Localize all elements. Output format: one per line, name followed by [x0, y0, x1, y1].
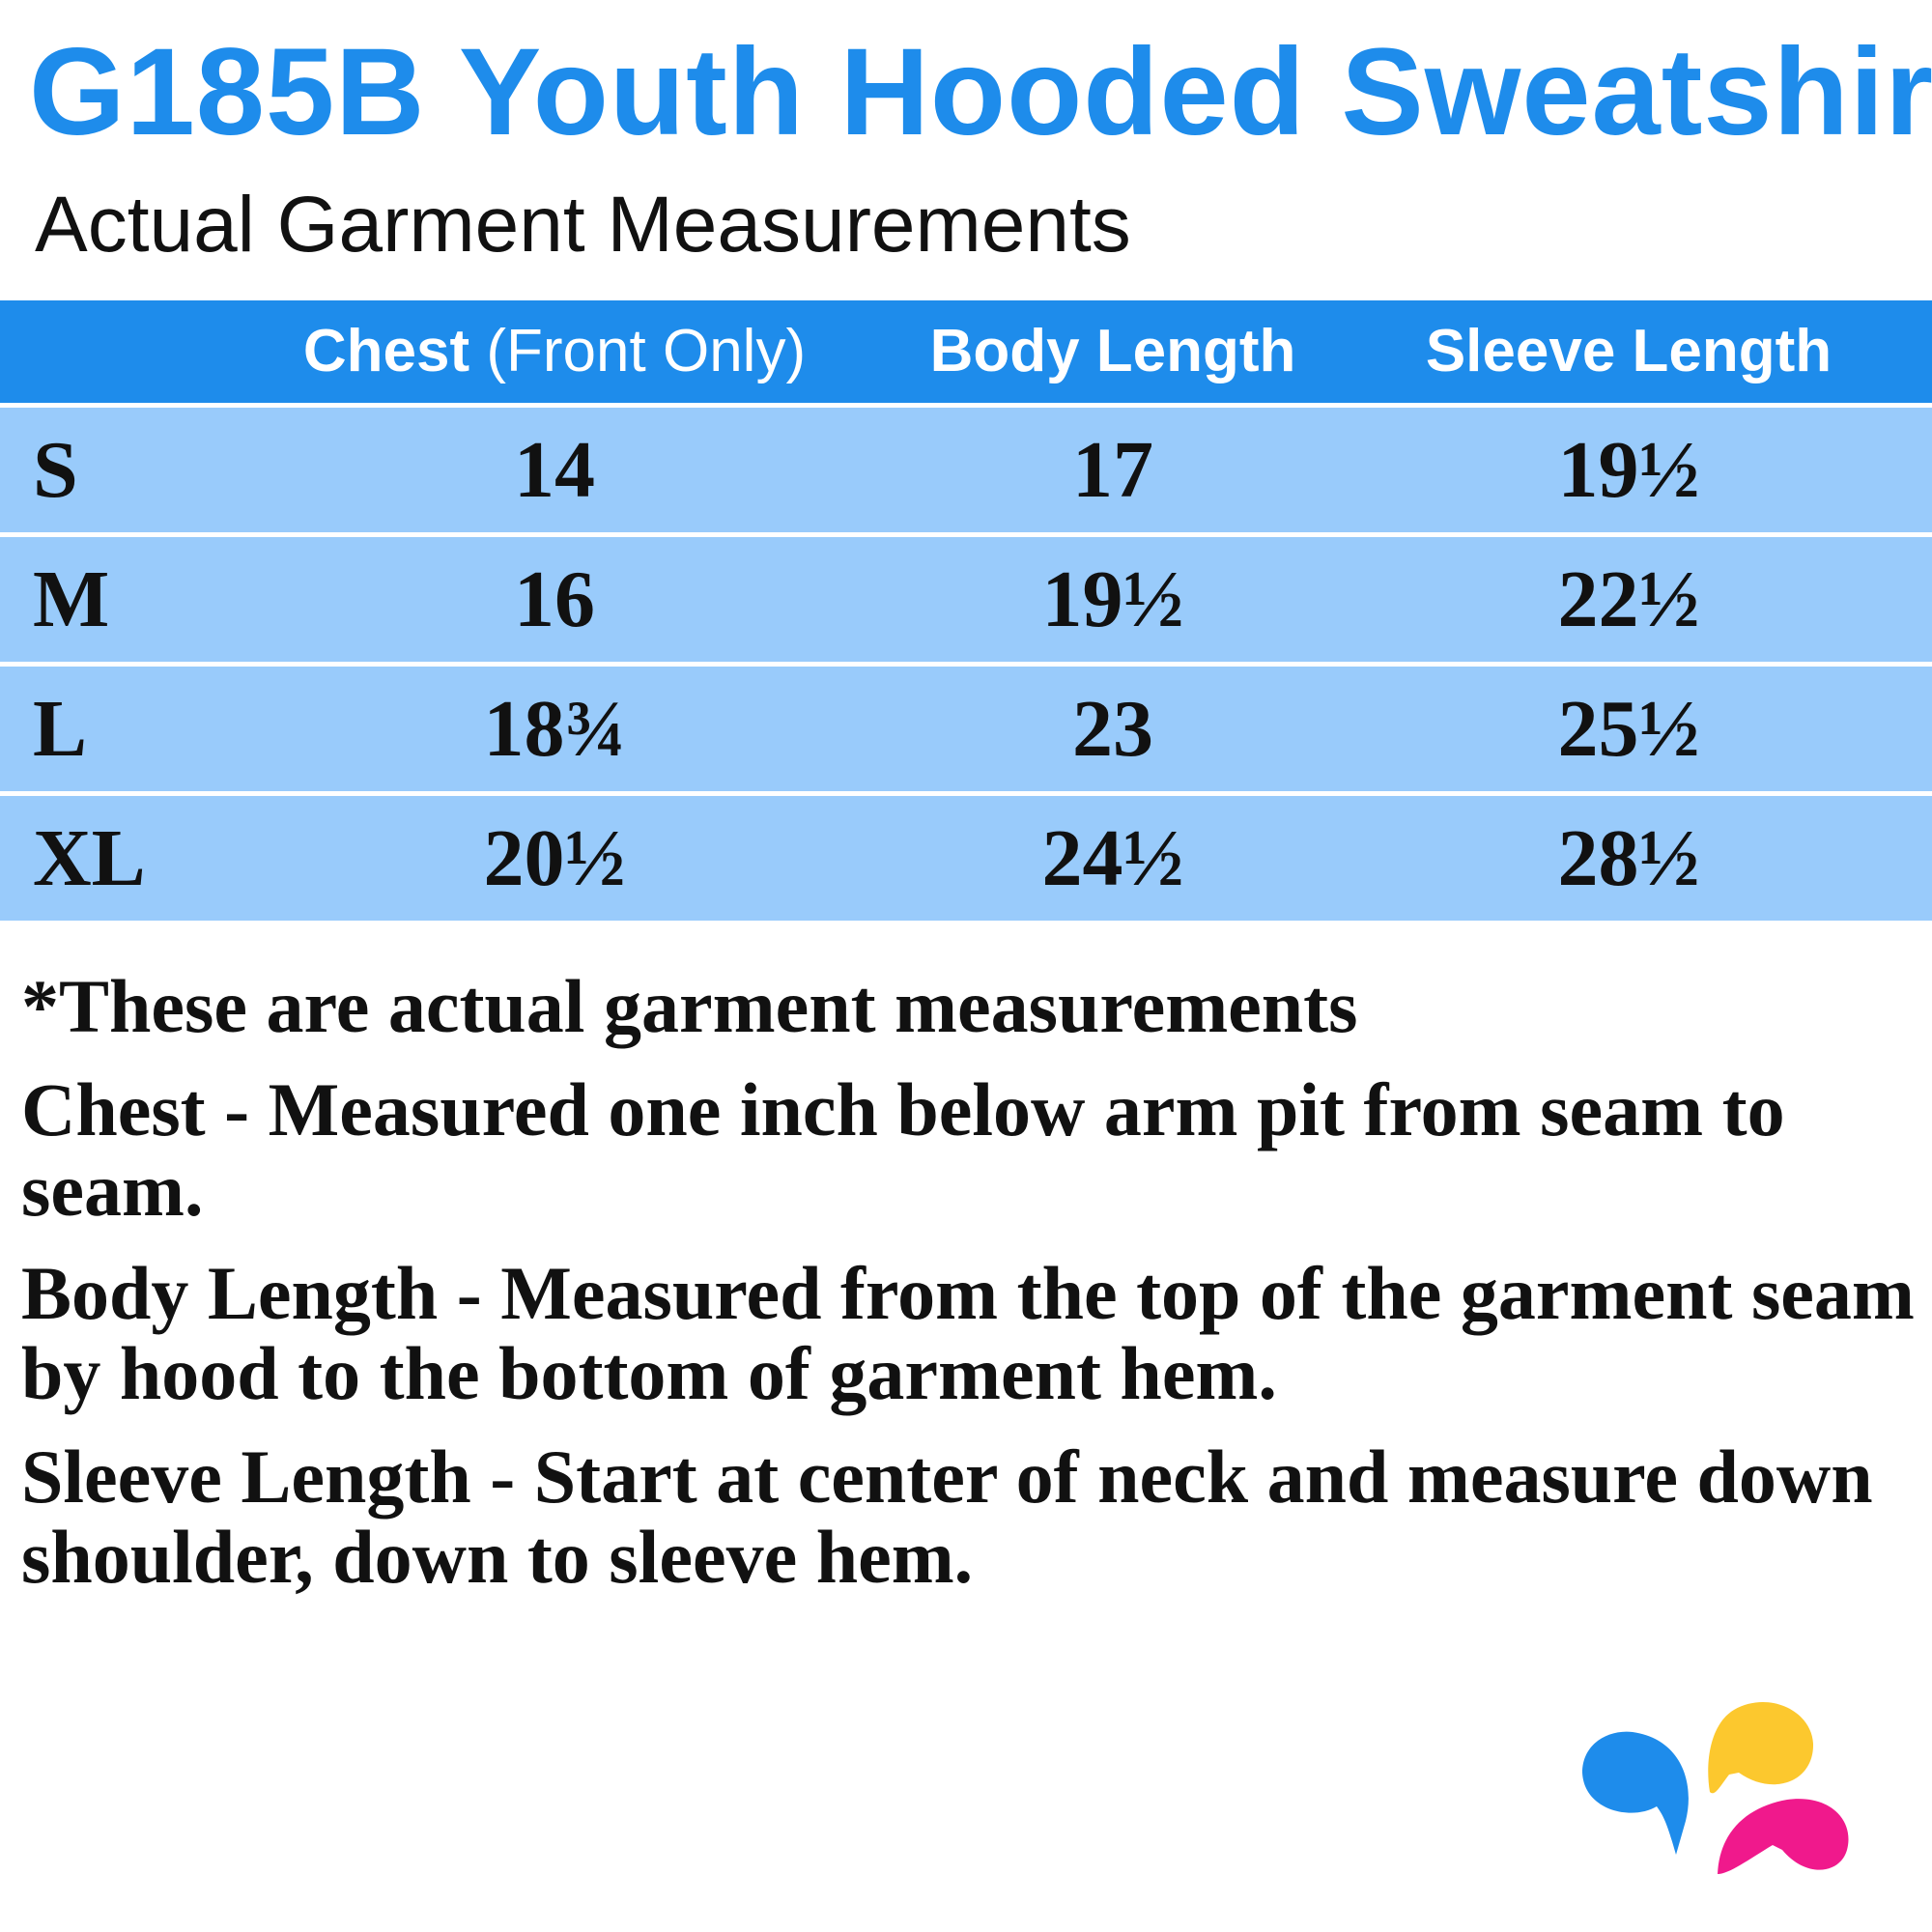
note-sleeve-length: Sleeve Length - Start at center of neck …: [21, 1435, 1873, 1599]
table-row: M 16 19½ 22½: [0, 537, 1932, 662]
chest-cell: 20½: [483, 813, 626, 903]
page-subtitle: Actual Garment Measurements: [35, 181, 1131, 269]
note-body-length: Body Length - Measured from the top of t…: [21, 1251, 1915, 1415]
sleeve-length-cell: 19½: [1557, 425, 1700, 515]
size-cell: L: [33, 684, 88, 774]
note-disclaimer: *These are actual garment measurements: [21, 964, 1358, 1048]
page-title: G185B Youth Hooded Sweatshirt: [29, 23, 1932, 161]
blue-drop-icon: [1582, 1731, 1689, 1855]
pink-drop-icon: [1718, 1799, 1849, 1874]
three-drops-logo-icon: [1582, 1702, 1849, 1874]
chest-cell: 18¾: [483, 684, 626, 774]
size-cell: XL: [33, 813, 146, 903]
note-chest: Chest - Measured one inch below arm pit …: [21, 1067, 1785, 1232]
measurement-notes: *These are actual garment measurements C…: [21, 966, 1929, 1620]
table-row: S 14 17 19½: [0, 408, 1932, 532]
yellow-drop-icon: [1708, 1702, 1814, 1794]
size-chart-table: Chest (Front Only) Body Length Sleeve Le…: [0, 300, 1932, 925]
table-row: L 18¾ 23 25½: [0, 667, 1932, 791]
sleeve-length-cell: 28½: [1557, 813, 1700, 903]
size-cell: S: [33, 425, 78, 515]
table-header: Chest (Front Only) Body Length Sleeve Le…: [0, 300, 1932, 403]
body-length-cell: 23: [1072, 684, 1153, 774]
size-cell: M: [33, 554, 110, 644]
body-length-cell: 17: [1072, 425, 1153, 515]
body-length-cell: 19½: [1041, 554, 1184, 644]
chest-cell: 14: [514, 425, 595, 515]
header-sleeve-length: Sleeve Length: [1425, 318, 1833, 384]
header-chest: Chest (Front Only): [302, 318, 807, 384]
sleeve-length-cell: 25½: [1557, 684, 1700, 774]
sleeve-length-cell: 22½: [1557, 554, 1700, 644]
table-row: XL 20½ 24½ 28½: [0, 796, 1932, 921]
chest-cell: 16: [514, 554, 595, 644]
body-length-cell: 24½: [1041, 813, 1184, 903]
header-body-length: Body Length: [929, 318, 1296, 384]
